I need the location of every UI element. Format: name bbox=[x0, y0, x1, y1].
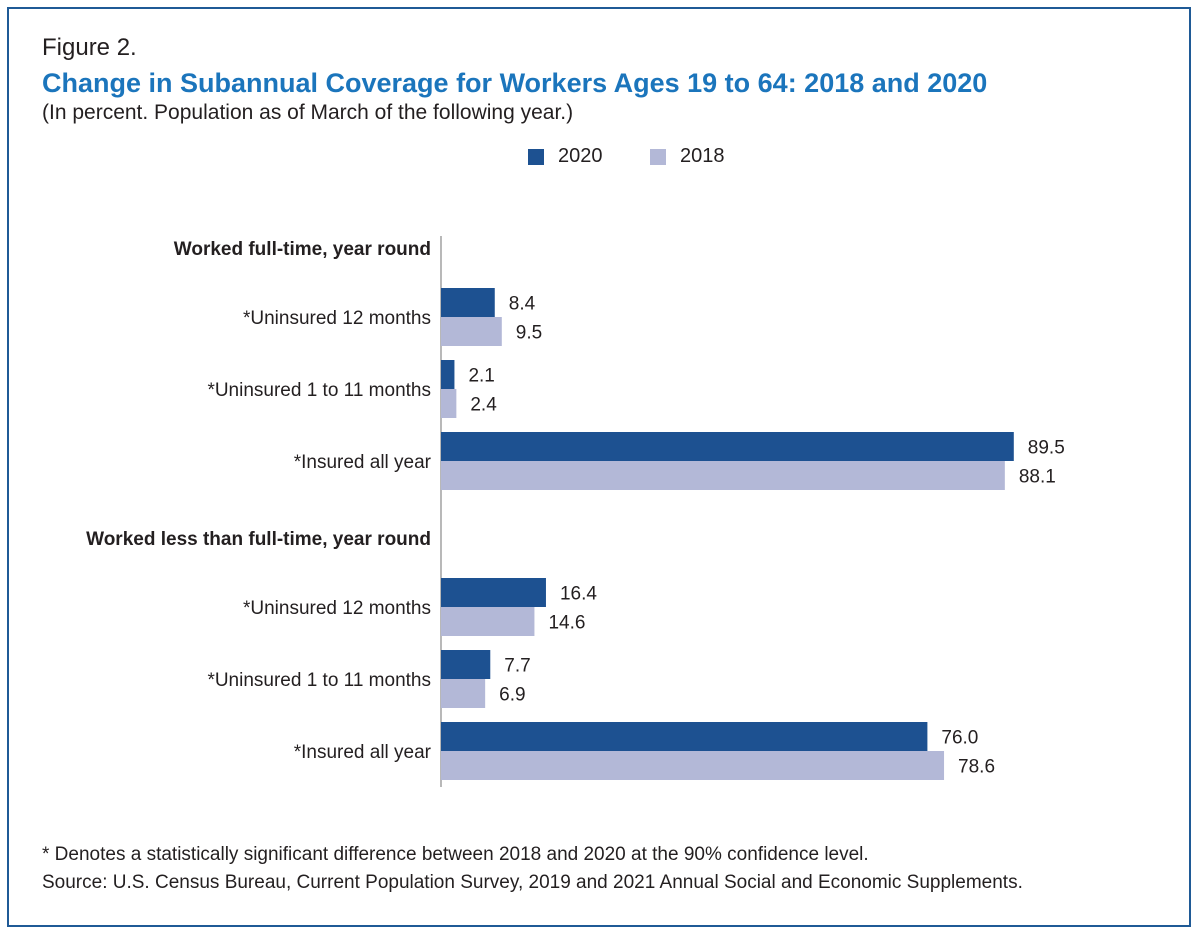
bar-2020 bbox=[441, 650, 491, 679]
data-label-2020: 7.7 bbox=[504, 656, 530, 677]
category-label: *Uninsured 1 to 11 months bbox=[207, 670, 431, 691]
data-label-2020: 16.4 bbox=[560, 584, 597, 605]
category-label: *Uninsured 12 months bbox=[243, 308, 431, 329]
legend-label-2018: 2018 bbox=[680, 145, 725, 167]
data-label-2018: 2.4 bbox=[470, 395, 497, 416]
bar-2018 bbox=[441, 607, 535, 636]
legend-item-2018: 2018 bbox=[650, 145, 725, 168]
data-label-2020: 76.0 bbox=[941, 728, 978, 749]
data-label-2018: 6.9 bbox=[499, 685, 525, 706]
data-label-2020: 2.1 bbox=[468, 366, 494, 387]
bar-2018 bbox=[441, 461, 1005, 490]
legend-label-2020: 2020 bbox=[558, 145, 603, 167]
legend-swatch-2020 bbox=[528, 148, 544, 165]
data-label-2018: 14.6 bbox=[548, 613, 585, 634]
data-label-2020: 89.5 bbox=[1028, 438, 1065, 459]
bar-2018 bbox=[441, 317, 502, 346]
group-label: Worked full-time, year round bbox=[174, 239, 431, 260]
data-label-2018: 88.1 bbox=[1019, 467, 1056, 488]
category-label: *Insured all year bbox=[294, 452, 432, 473]
chart-title: Change in Subannual Coverage for Workers… bbox=[42, 68, 988, 98]
source-note: Source: U.S. Census Bureau, Current Popu… bbox=[42, 872, 1023, 893]
bar-2020 bbox=[441, 722, 928, 751]
figure-frame bbox=[7, 7, 1191, 927]
legend-item-2020: 2020 bbox=[528, 145, 603, 168]
legend: 2020 2018 bbox=[0, 145, 1200, 169]
category-label: *Uninsured 12 months bbox=[243, 598, 431, 619]
bar-2020 bbox=[441, 288, 495, 317]
data-label-2018: 78.6 bbox=[958, 757, 995, 778]
data-label-2020: 8.4 bbox=[509, 294, 536, 315]
figure-label: Figure 2. bbox=[42, 34, 137, 61]
bar-2020 bbox=[441, 360, 455, 389]
data-label-2018: 9.5 bbox=[516, 323, 542, 344]
bar-2018 bbox=[441, 679, 486, 708]
bar-2020 bbox=[441, 578, 546, 607]
category-label: *Uninsured 1 to 11 months bbox=[207, 380, 431, 401]
bar-2020 bbox=[441, 432, 1014, 461]
bar-2018 bbox=[441, 751, 945, 780]
chart-subtitle: (In percent. Population as of March of t… bbox=[42, 101, 574, 124]
group-label: Worked less than full-time, year round bbox=[86, 529, 431, 550]
bar-2018 bbox=[441, 389, 457, 418]
legend-swatch-2018 bbox=[650, 148, 666, 165]
category-label: *Insured all year bbox=[294, 742, 432, 763]
significance-note: * Denotes a statistically significant di… bbox=[42, 844, 869, 865]
